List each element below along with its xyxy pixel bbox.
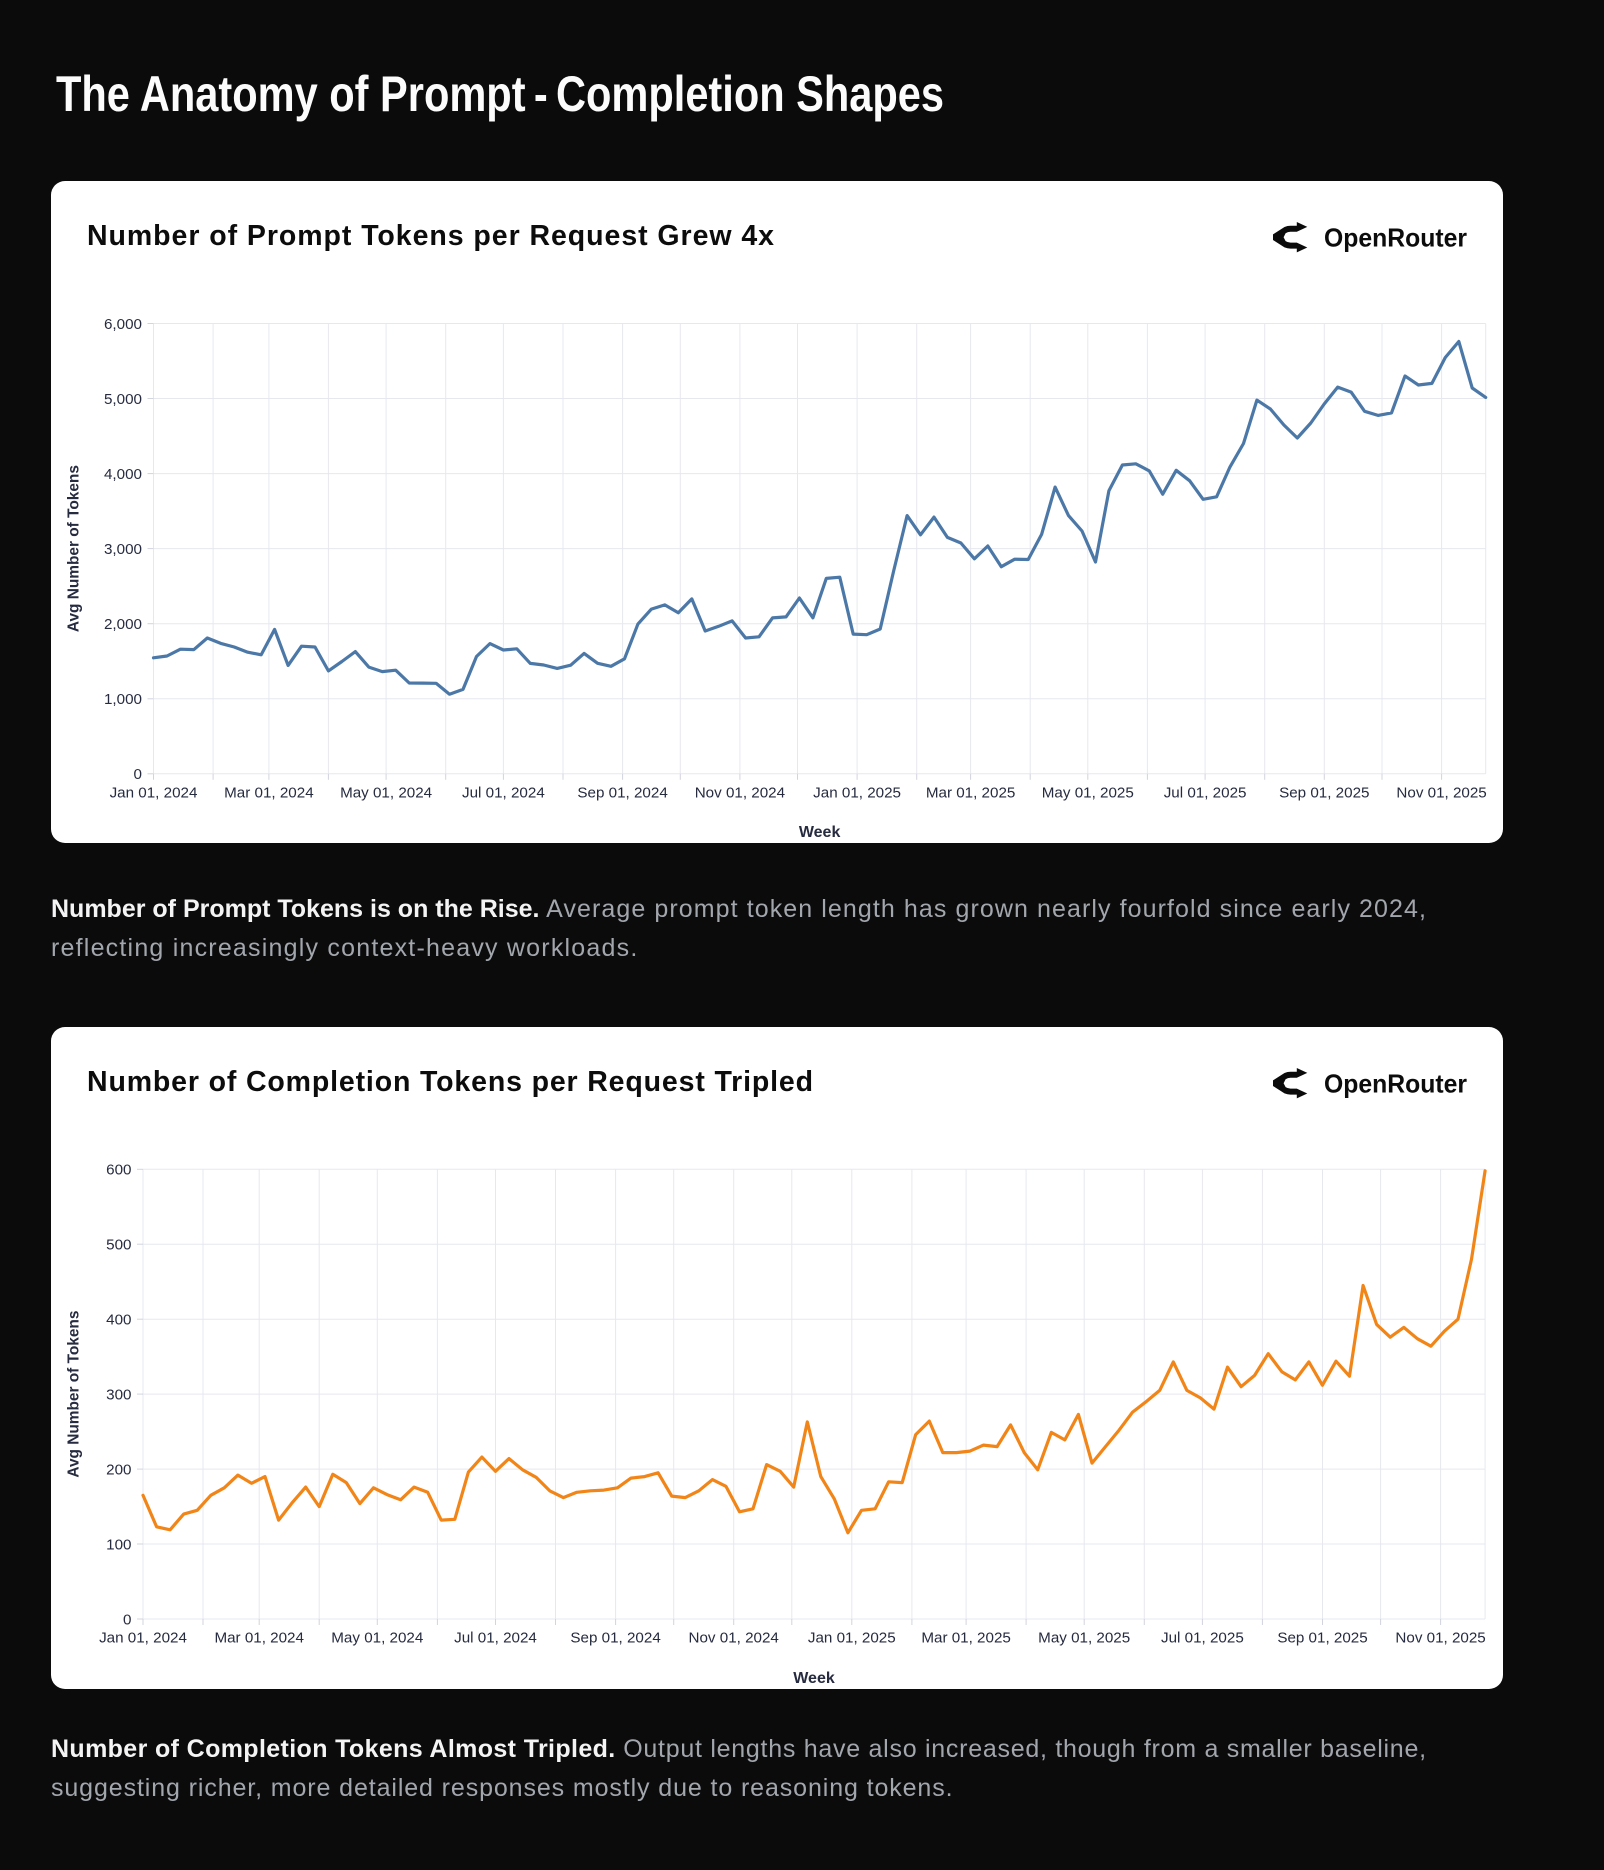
svg-text:300: 300 [106,1386,131,1403]
svg-text:600: 600 [106,1162,131,1179]
svg-text:1,000: 1,000 [104,691,142,708]
svg-text:Jan 01, 2025: Jan 01, 2025 [808,1630,896,1647]
svg-text:Jul 01, 2024: Jul 01, 2024 [462,785,545,802]
svg-text:Avg Number of Tokens: Avg Number of Tokens [66,465,83,632]
svg-text:Jan 01, 2025: Jan 01, 2025 [813,785,901,802]
svg-text:5,000: 5,000 [104,391,142,408]
svg-text:4,000: 4,000 [104,466,142,483]
svg-text:6,000: 6,000 [104,316,142,333]
svg-text:400: 400 [106,1312,131,1329]
svg-text:Sep 01, 2024: Sep 01, 2024 [577,785,667,802]
svg-text:Jan 01, 2024: Jan 01, 2024 [99,1630,187,1647]
svg-text:0: 0 [123,1611,131,1628]
svg-text:May 01, 2025: May 01, 2025 [1042,785,1134,802]
svg-text:2,000: 2,000 [104,616,142,633]
svg-text:Nov 01, 2025: Nov 01, 2025 [1396,785,1486,802]
svg-text:Sep 01, 2025: Sep 01, 2025 [1279,785,1369,802]
svg-text:Jul 01, 2025: Jul 01, 2025 [1164,785,1247,802]
svg-text:May 01, 2025: May 01, 2025 [1038,1630,1130,1647]
svg-text:Mar 01, 2024: Mar 01, 2024 [224,785,314,802]
svg-text:Mar 01, 2025: Mar 01, 2025 [921,1630,1011,1647]
svg-text:500: 500 [106,1237,131,1254]
svg-text:Week: Week [799,824,841,841]
svg-text:OpenRouter: OpenRouter [1324,223,1467,253]
svg-text:Nov 01, 2024: Nov 01, 2024 [695,785,785,802]
svg-text:Sep 01, 2024: Sep 01, 2024 [570,1630,660,1647]
svg-text:Nov 01, 2025: Nov 01, 2025 [1395,1630,1485,1647]
svg-text:Mar 01, 2025: Mar 01, 2025 [926,785,1016,802]
svg-text:Avg Number of Tokens: Avg Number of Tokens [66,1311,83,1478]
svg-text:May 01, 2024: May 01, 2024 [331,1630,423,1647]
svg-text:Sep 01, 2025: Sep 01, 2025 [1277,1630,1367,1647]
svg-text:OpenRouter: OpenRouter [1324,1069,1467,1099]
svg-text:0: 0 [134,766,142,783]
svg-text:3,000: 3,000 [104,541,142,558]
svg-text:Number of Prompt Tokens per Re: Number of Prompt Tokens per Request Grew… [87,220,774,252]
svg-text:200: 200 [106,1461,131,1478]
svg-text:Week: Week [793,1670,835,1687]
svg-text:Number of Completion Tokens pe: Number of Completion Tokens per Request … [87,1066,813,1098]
svg-text:Mar 01, 2024: Mar 01, 2024 [214,1630,304,1647]
svg-text:May 01, 2024: May 01, 2024 [340,785,432,802]
svg-text:100: 100 [106,1536,131,1553]
svg-text:Jul 01, 2025: Jul 01, 2025 [1161,1630,1244,1647]
svg-text:Nov 01, 2024: Nov 01, 2024 [689,1630,779,1647]
svg-text:Jan 01, 2024: Jan 01, 2024 [110,785,198,802]
svg-text:Jul 01, 2024: Jul 01, 2024 [454,1630,537,1647]
